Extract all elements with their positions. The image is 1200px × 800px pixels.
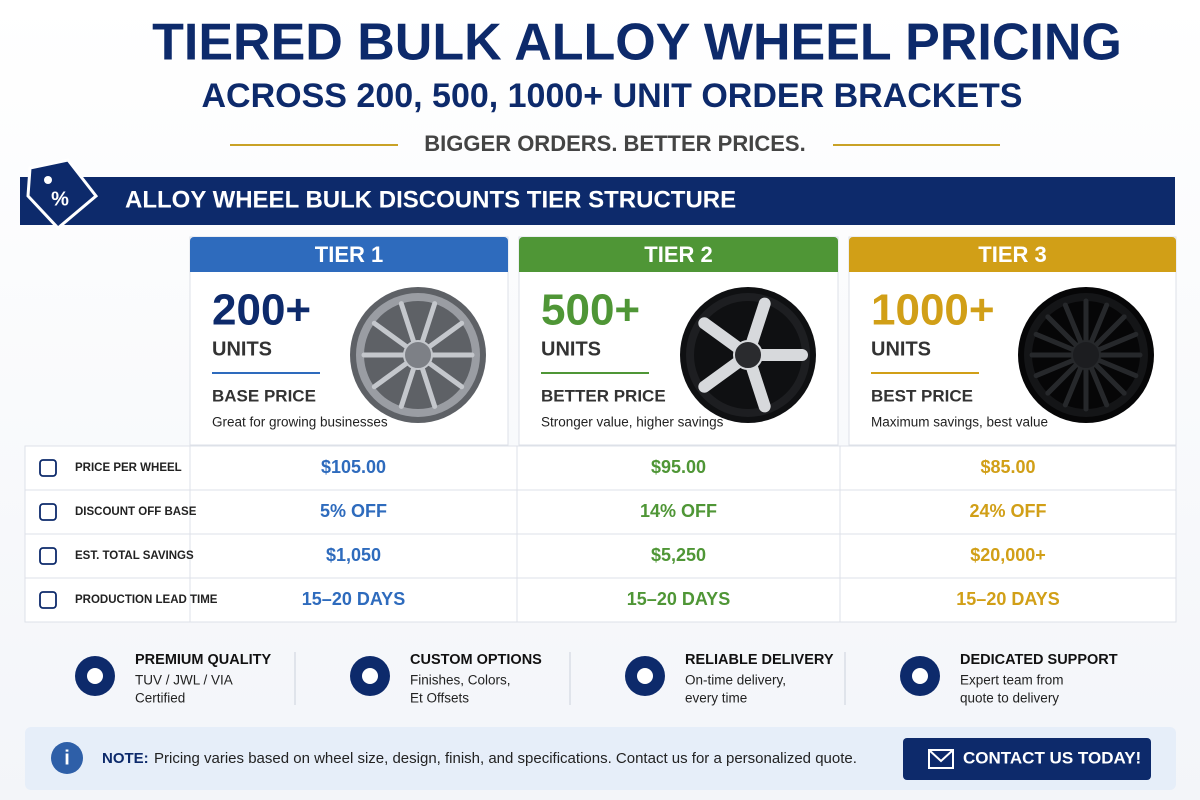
feature-text: Finishes, Colors, xyxy=(410,673,511,688)
svg-text:%: % xyxy=(51,188,69,210)
tier-label: TIER 3 xyxy=(978,242,1046,267)
feature-title: PREMIUM QUALITY xyxy=(135,652,271,668)
table-cell: 24% OFF xyxy=(969,501,1046,521)
tier-quantity: 200+ xyxy=(212,286,311,335)
feature: CUSTOM OPTIONS Finishes, Colors, Et Offset… xyxy=(350,652,571,706)
table-cell: 15–20 DAYS xyxy=(627,589,730,609)
contact-button[interactable]: CONTACT US TODAY! xyxy=(903,738,1151,780)
table-cell: $5,250 xyxy=(651,545,706,565)
row-label: PRICE PER WHEEL xyxy=(75,462,182,474)
tier-price-label: BASE PRICE xyxy=(212,386,316,405)
mail-icon xyxy=(928,749,954,769)
note-bar xyxy=(25,727,1176,790)
feature-icon-detail xyxy=(637,668,653,684)
tier-description: Great for growing businesses xyxy=(212,415,388,430)
table-row: PRODUCTION LEAD TIME 15–20 DAYS 15–20 DAYS… xyxy=(25,577,1176,609)
section-title: ALLOY WHEEL BULK DISCOUNTS TIER STRUCTUR… xyxy=(125,186,736,213)
tier-unit: UNITS xyxy=(871,338,931,360)
title: TIERED BULK ALLOY WHEEL PRICING xyxy=(152,14,1122,72)
wheel-image xyxy=(680,287,816,423)
tagline: BIGGER ORDERS. BETTER PRICES. xyxy=(424,131,805,156)
tier-description: Maximum savings, best value xyxy=(871,415,1048,430)
row-icon xyxy=(39,591,57,609)
tier-quantity: 500+ xyxy=(541,286,640,335)
feature-icon-detail xyxy=(912,668,928,684)
row-icon xyxy=(39,547,57,565)
tier-label: TIER 2 xyxy=(644,242,712,267)
table-cell: 14% OFF xyxy=(640,501,717,521)
table-row: PRICE PER WHEEL $105.00 $95.00 $85.00 xyxy=(39,446,1036,622)
feature: RELIABLE DELIVERY On-time delivery, every … xyxy=(625,652,846,706)
feature-text: Certified xyxy=(135,691,185,706)
table-cell: 15–20 DAYS xyxy=(302,589,405,609)
row-label: EST. TOTAL SAVINGS xyxy=(75,550,194,562)
tag-icon: % xyxy=(26,158,99,231)
row-label: DISCOUNT OFF BASE xyxy=(75,506,197,518)
feature: DEDICATED SUPPORT Expert team from quote t… xyxy=(900,652,1118,706)
row-icon xyxy=(39,459,57,477)
feature-icon-detail xyxy=(87,668,103,684)
tier-unit: UNITS xyxy=(541,338,601,360)
info-icon-glyph: i xyxy=(64,747,70,769)
feature-text: Expert team from xyxy=(960,673,1064,688)
table-cell: $95.00 xyxy=(651,457,706,477)
tier-price-label: BETTER PRICE xyxy=(541,386,666,405)
feature: PREMIUM QUALITY TUV / JWL / VIA Certified xyxy=(75,652,296,706)
table-row: EST. TOTAL SAVINGS $1,050 $5,250 $20,000+ xyxy=(25,533,1176,565)
contact-button-label[interactable]: CONTACT US TODAY! xyxy=(963,748,1141,767)
table-row: DISCOUNT OFF BASE 5% OFF 14% OFF 24% OFF xyxy=(25,489,1176,521)
feature-text: Et Offsets xyxy=(410,691,469,706)
section-banner xyxy=(20,177,1175,225)
tier-description: Stronger value, higher savings xyxy=(541,415,724,430)
feature-text: TUV / JWL / VIA xyxy=(135,673,233,688)
row-icon xyxy=(39,503,57,521)
table-cell: 5% OFF xyxy=(320,501,387,521)
feature-icon-detail xyxy=(362,668,378,684)
tier-unit: UNITS xyxy=(212,338,272,360)
feature-title: CUSTOM OPTIONS xyxy=(410,652,542,668)
table-cell: $85.00 xyxy=(980,457,1035,477)
row-label: PRODUCTION LEAD TIME xyxy=(75,594,218,606)
tier-header xyxy=(849,237,1176,272)
subtitle: ACROSS 200, 500, 1000+ UNIT ORDER BRACKE… xyxy=(202,77,1023,115)
note-text: Pricing varies based on wheel size, desi… xyxy=(154,750,857,767)
info-icon xyxy=(51,742,83,774)
wheel-image xyxy=(1018,287,1154,423)
note-label: NOTE: xyxy=(102,750,149,767)
tier-quantity: 1000+ xyxy=(871,286,995,335)
feature-title: DEDICATED SUPPORT xyxy=(960,652,1118,668)
contact-button-bg[interactable] xyxy=(903,738,1151,780)
table-cell: 15–20 DAYS xyxy=(956,589,1059,609)
tier-price-label: BEST PRICE xyxy=(871,386,973,405)
table-cell: $105.00 xyxy=(321,457,386,477)
wheel-hub xyxy=(1071,340,1101,370)
feature-text: On-time delivery, xyxy=(685,673,786,688)
feature-text: every time xyxy=(685,691,747,706)
tier-label: TIER 1 xyxy=(315,242,383,267)
wheel-hub xyxy=(403,340,433,370)
tier-header xyxy=(190,237,508,272)
tier-card: TIER 3 1000+ UNITS BEST PRICE Maximum saving… xyxy=(848,236,1177,446)
wheel-image xyxy=(350,287,486,423)
table-cell: $20,000+ xyxy=(970,545,1046,565)
mail-icon xyxy=(928,749,954,763)
tier-header xyxy=(519,237,838,272)
feature-text: quote to delivery xyxy=(960,691,1059,706)
table-cell: $1,050 xyxy=(326,545,381,565)
feature-title: RELIABLE DELIVERY xyxy=(685,652,834,668)
wheel-hub xyxy=(733,340,763,370)
